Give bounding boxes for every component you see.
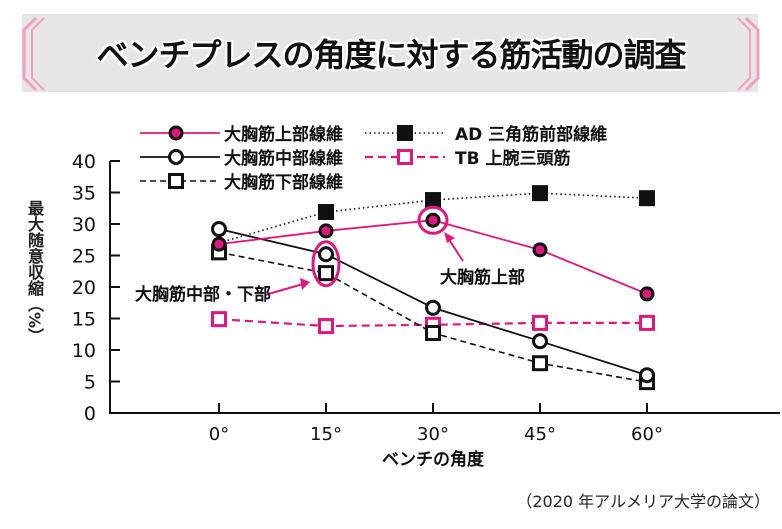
legend-label: 大胸筋中部線維 bbox=[224, 148, 343, 169]
legend-label: AD 三角筋前部線維 bbox=[455, 124, 607, 145]
data-point bbox=[318, 265, 334, 282]
annotation-label: 大胸筋中部・下部 bbox=[135, 284, 271, 305]
legend-marker bbox=[397, 149, 413, 165]
legend-marker bbox=[168, 125, 184, 141]
right-bracket bbox=[744, 16, 760, 92]
data-point bbox=[211, 311, 227, 328]
data-point bbox=[425, 192, 441, 209]
data-point bbox=[532, 355, 548, 372]
legend-marker bbox=[168, 149, 184, 165]
legend-marker bbox=[397, 125, 413, 141]
legend-label: 大胸筋下部線維 bbox=[224, 172, 343, 193]
y-tick-label: 0 bbox=[84, 403, 96, 425]
data-point bbox=[532, 185, 548, 202]
arrow-head bbox=[444, 232, 455, 243]
right-bracket bbox=[737, 17, 751, 91]
source-citation: （2020 年アルメリア大学の論文） bbox=[516, 492, 770, 511]
y-tick-label: 20 bbox=[72, 277, 96, 299]
annotation-arrow bbox=[264, 283, 304, 296]
data-point bbox=[318, 318, 334, 335]
arrow-head bbox=[300, 278, 310, 290]
data-point bbox=[425, 324, 441, 341]
x-tick-label: 15° bbox=[310, 424, 342, 445]
data-point bbox=[318, 246, 334, 263]
legend-label: TB 上腕三頭筋 bbox=[455, 148, 570, 169]
left-bracket bbox=[31, 17, 45, 91]
y-tick-label: 25 bbox=[72, 246, 96, 268]
x-axis-label: ベンチの角度 bbox=[382, 449, 485, 470]
y-tick-label: 30 bbox=[72, 214, 96, 236]
x-tick-label: 0° bbox=[209, 424, 229, 445]
x-tick-label: 45° bbox=[524, 424, 556, 445]
x-tick-label: 60° bbox=[631, 424, 663, 445]
annotation-label: 大胸筋上部 bbox=[440, 267, 525, 288]
y-tick-label: 40 bbox=[72, 151, 96, 173]
data-point bbox=[211, 236, 227, 252]
x-tick-label: 30° bbox=[417, 424, 449, 445]
y-tick-label: 35 bbox=[72, 183, 96, 205]
data-point bbox=[425, 299, 441, 316]
data-point bbox=[532, 333, 548, 350]
data-point bbox=[318, 204, 334, 221]
data-point bbox=[532, 242, 548, 258]
left-bracket bbox=[22, 16, 38, 92]
data-point bbox=[318, 223, 334, 239]
data-point bbox=[211, 221, 227, 238]
data-point bbox=[639, 286, 655, 302]
legend-label: 大胸筋上部線維 bbox=[224, 124, 343, 145]
data-point bbox=[532, 314, 548, 331]
chart-title: ベンチプレスの角度に対する筋活動の調査 bbox=[96, 36, 686, 74]
data-point bbox=[425, 212, 441, 228]
y-axis-label: 最大随意収縮（%） bbox=[25, 200, 44, 345]
y-tick-label: 5 bbox=[84, 372, 96, 394]
highlight-ellipse bbox=[417, 205, 449, 235]
data-point bbox=[639, 367, 655, 384]
series-line bbox=[218, 219, 648, 295]
data-point bbox=[639, 190, 655, 207]
legend-marker bbox=[168, 173, 184, 189]
data-point bbox=[639, 314, 655, 331]
annotation-arrow bbox=[447, 237, 464, 262]
highlight-ellipse bbox=[311, 240, 341, 288]
title-banner bbox=[22, 14, 758, 92]
y-tick-label: 15 bbox=[72, 309, 96, 331]
y-tick-label: 10 bbox=[72, 340, 96, 362]
